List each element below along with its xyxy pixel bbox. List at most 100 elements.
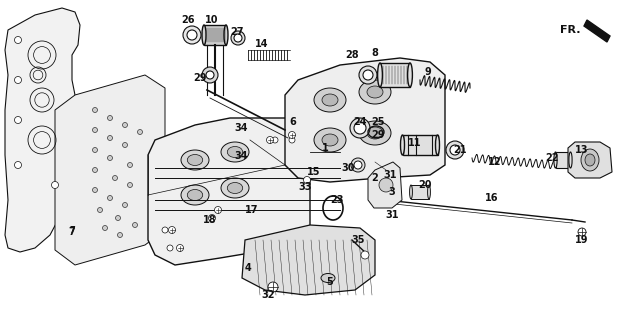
Ellipse shape	[322, 94, 338, 106]
Text: 3: 3	[388, 187, 396, 197]
Text: 18: 18	[203, 215, 217, 225]
Polygon shape	[148, 118, 310, 265]
Polygon shape	[5, 8, 80, 252]
Text: 21: 21	[453, 145, 467, 155]
Circle shape	[102, 226, 108, 230]
Ellipse shape	[188, 155, 203, 165]
Text: 10: 10	[205, 15, 219, 25]
Polygon shape	[285, 58, 445, 182]
Ellipse shape	[410, 185, 412, 199]
Ellipse shape	[367, 86, 383, 98]
Circle shape	[351, 158, 365, 172]
Text: 24: 24	[353, 117, 367, 127]
Ellipse shape	[314, 128, 346, 152]
Ellipse shape	[202, 25, 206, 45]
Bar	[380, 63, 410, 87]
Text: 32: 32	[261, 290, 275, 300]
Circle shape	[289, 137, 295, 143]
Circle shape	[363, 70, 373, 80]
Bar	[556, 152, 570, 168]
Text: 14: 14	[255, 39, 269, 49]
Circle shape	[187, 30, 197, 40]
Polygon shape	[568, 142, 612, 178]
Circle shape	[234, 34, 242, 42]
Circle shape	[15, 116, 22, 124]
Circle shape	[183, 26, 201, 44]
Bar	[403, 135, 438, 155]
Text: 9: 9	[424, 67, 431, 77]
Text: 6: 6	[290, 117, 296, 127]
Circle shape	[177, 244, 184, 252]
Ellipse shape	[581, 149, 599, 171]
Text: 8: 8	[372, 48, 378, 58]
Ellipse shape	[359, 121, 391, 145]
Circle shape	[162, 227, 168, 233]
Circle shape	[122, 142, 127, 148]
Circle shape	[138, 130, 143, 134]
Ellipse shape	[408, 63, 412, 87]
Circle shape	[450, 145, 460, 155]
Circle shape	[289, 132, 296, 139]
Text: 19: 19	[575, 235, 589, 245]
Text: 25: 25	[371, 117, 385, 127]
Circle shape	[132, 222, 138, 228]
Circle shape	[108, 196, 113, 201]
Text: 35: 35	[351, 235, 365, 245]
Circle shape	[113, 175, 118, 180]
Circle shape	[15, 76, 22, 84]
Text: 28: 28	[345, 50, 359, 60]
Circle shape	[93, 127, 97, 132]
Circle shape	[303, 177, 310, 183]
Circle shape	[359, 66, 377, 84]
Circle shape	[127, 163, 132, 167]
Text: 20: 20	[419, 180, 432, 190]
Circle shape	[122, 203, 127, 207]
Text: 1: 1	[322, 143, 328, 153]
Ellipse shape	[227, 147, 243, 157]
Ellipse shape	[378, 63, 383, 87]
Circle shape	[15, 36, 22, 44]
Circle shape	[108, 156, 113, 161]
Text: 31: 31	[385, 210, 399, 220]
Circle shape	[206, 71, 214, 79]
Text: 29: 29	[371, 130, 385, 140]
Circle shape	[379, 178, 393, 192]
Ellipse shape	[221, 178, 249, 198]
Polygon shape	[368, 162, 402, 208]
Ellipse shape	[181, 150, 209, 170]
Circle shape	[266, 137, 273, 143]
Circle shape	[93, 148, 97, 153]
Text: 13: 13	[575, 145, 589, 155]
Text: 7: 7	[68, 227, 76, 237]
Text: 30: 30	[341, 163, 355, 173]
Circle shape	[214, 206, 221, 213]
Bar	[204, 25, 226, 45]
Text: 4: 4	[244, 263, 252, 273]
Ellipse shape	[554, 152, 557, 168]
Ellipse shape	[321, 274, 335, 283]
Text: 34: 34	[234, 123, 248, 133]
Circle shape	[97, 207, 102, 212]
Text: 17: 17	[245, 205, 259, 215]
Circle shape	[231, 31, 245, 45]
Ellipse shape	[322, 134, 338, 146]
Text: 12: 12	[488, 157, 502, 167]
Circle shape	[354, 161, 362, 169]
Ellipse shape	[359, 80, 391, 104]
Text: 16: 16	[485, 193, 499, 203]
Text: 23: 23	[330, 195, 344, 205]
Circle shape	[202, 67, 218, 83]
Circle shape	[51, 181, 58, 188]
Circle shape	[446, 141, 464, 159]
Circle shape	[93, 188, 97, 193]
Text: 26: 26	[181, 15, 195, 25]
Text: 27: 27	[230, 27, 244, 37]
Ellipse shape	[428, 185, 431, 199]
Text: 7: 7	[69, 226, 75, 235]
Text: 29: 29	[193, 73, 207, 83]
Text: 22: 22	[545, 153, 559, 163]
Circle shape	[350, 118, 370, 138]
Circle shape	[108, 116, 113, 121]
Circle shape	[93, 108, 97, 113]
Circle shape	[122, 123, 127, 127]
